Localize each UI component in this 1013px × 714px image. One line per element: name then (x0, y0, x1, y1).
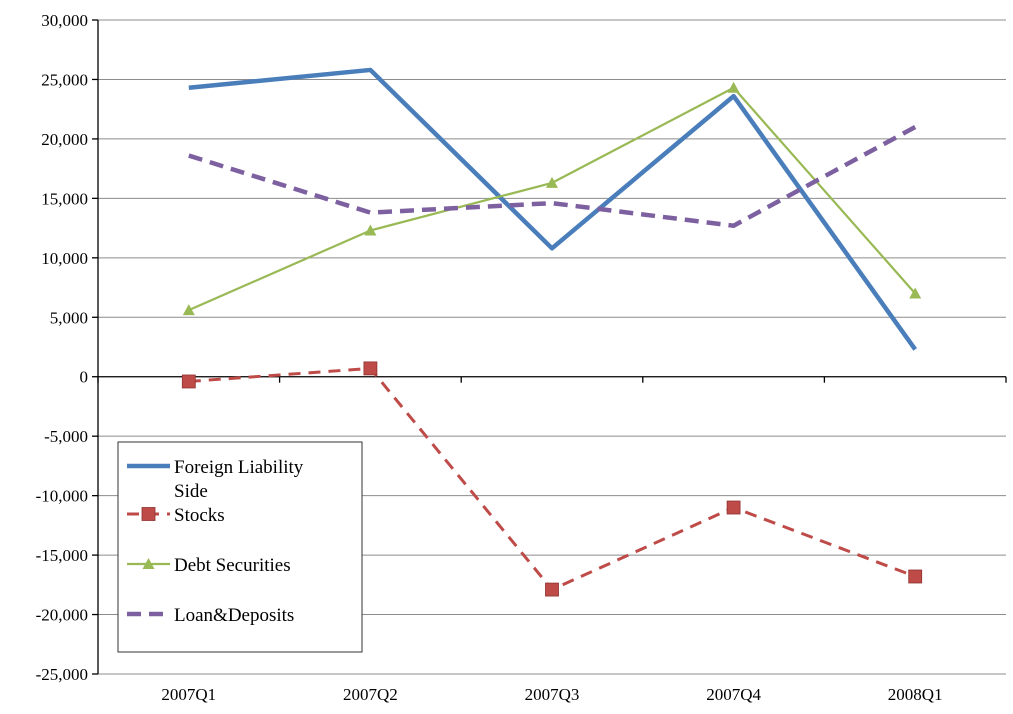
x-tick-label: 2007Q1 (161, 685, 216, 704)
y-tick-label: -10,000 (36, 487, 88, 506)
series-loan-deposits (188, 125, 917, 228)
data-point-stocks (545, 582, 559, 597)
data-point-debt-securities (727, 81, 740, 93)
y-tick-label: -5,000 (44, 427, 88, 446)
data-point-debt-securities (909, 287, 922, 299)
legend-label: Stocks (174, 505, 225, 526)
data-point-debt-securities (546, 176, 558, 188)
y-tick-label: -15,000 (36, 546, 88, 565)
y-tick-label: 0 (80, 368, 89, 387)
y-tick-label: 15,000 (41, 189, 88, 208)
legend-box (117, 441, 363, 653)
data-point-stocks (908, 569, 923, 584)
legend: Foreign Liability Side Stocks Debt Securiti… (117, 441, 363, 653)
data-point-stocks (726, 500, 741, 515)
y-tick-label: -20,000 (36, 606, 88, 625)
legend-item-foreign-liability-side: Foreign Liability Side (127, 457, 304, 502)
y-axis: -25,000 -20,000 -15,000 -10,000 -5,000 0 5,000… (36, 11, 99, 684)
legend-label: Loan&Deposits (174, 605, 294, 626)
legend-label: Foreign Liability Side (174, 457, 304, 502)
data-point-debt-securities (364, 224, 377, 236)
legend-marker (141, 507, 156, 521)
y-tick-label: -25,000 (36, 665, 88, 684)
x-tick-label: 2007Q4 (706, 685, 761, 704)
series-line-foreign-liability-side (188, 67, 918, 351)
legend-item-loan-deposits: Loan&Deposits (127, 605, 294, 626)
series-stocks (181, 361, 923, 597)
y-tick-label: 10,000 (41, 249, 88, 268)
series-debt-securities (182, 81, 922, 316)
legend-item-debt-securities: Debt Securities (127, 555, 291, 576)
series-line-loan-deposits (188, 125, 917, 228)
legend-marker (142, 558, 155, 569)
series-lines (181, 67, 923, 597)
y-tick-label: 20,000 (41, 130, 88, 149)
legend-item-stocks: Stocks (127, 505, 225, 526)
data-point-debt-securities (182, 304, 195, 316)
x-tick-label: 2008Q1 (888, 685, 943, 704)
y-tick-label: 25,000 (41, 70, 88, 89)
x-tick-label: 2007Q2 (343, 685, 398, 704)
data-point-stocks (181, 374, 196, 389)
series-foreign-liability-side (188, 67, 918, 351)
y-tick-label: 5,000 (50, 308, 88, 327)
data-point-stocks (363, 361, 378, 376)
x-tick-label: 2007Q3 (525, 685, 580, 704)
y-tick-label: 30,000 (41, 11, 88, 30)
legend-label: Debt Securities (174, 555, 291, 576)
